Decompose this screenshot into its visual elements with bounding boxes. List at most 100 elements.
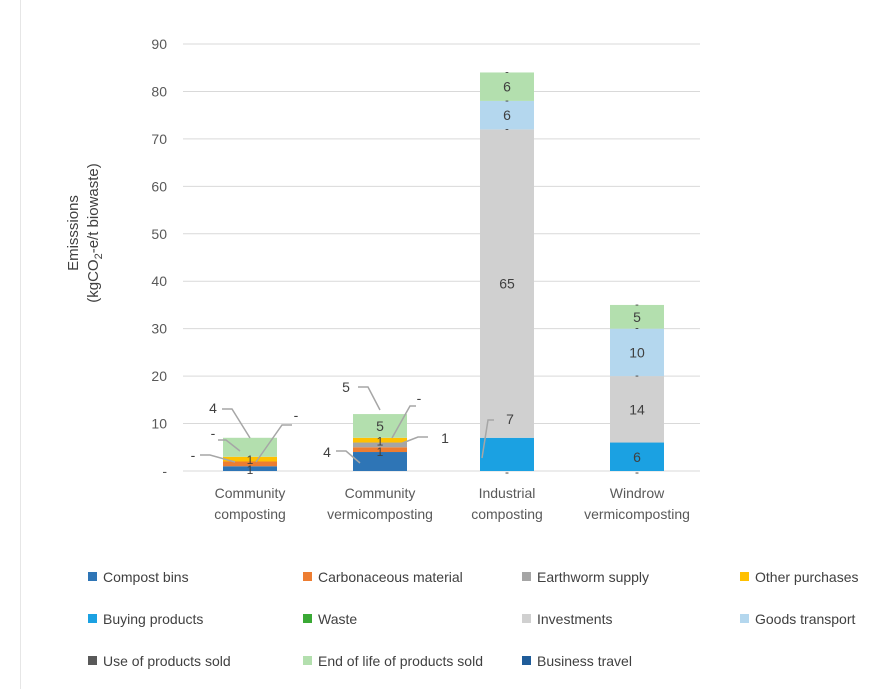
legend-item: Other purchases xyxy=(740,566,878,587)
annotation-label: 4 xyxy=(323,444,331,460)
legend-item: Use of products sold xyxy=(88,650,303,671)
y-tick-label: 50 xyxy=(151,226,167,242)
x-axis-ticks: Community composting Community vermicompost… xyxy=(214,485,690,522)
legend-swatch xyxy=(303,656,312,665)
bar-segment xyxy=(353,447,407,453)
legend-label: Carbonaceous material xyxy=(318,568,463,585)
y-tick-label: 80 xyxy=(151,83,167,99)
y-axis-unit-subscript: 2 xyxy=(93,253,105,259)
y-tick-label: 70 xyxy=(151,131,167,147)
bar-data-label: - xyxy=(635,299,639,311)
legend-swatch xyxy=(522,614,531,623)
legend-label: End of life of products sold xyxy=(318,652,483,669)
bar-segment xyxy=(610,304,664,329)
bar-data-label: - xyxy=(505,123,509,135)
annotation-label: 5 xyxy=(342,379,350,395)
legend-swatch xyxy=(303,572,312,581)
leader-line xyxy=(399,436,428,445)
frame-border xyxy=(20,0,21,689)
bar-segment xyxy=(353,452,407,471)
legend-item: Earthworm supply xyxy=(522,566,740,587)
leader-lines xyxy=(200,386,494,464)
bar-data-label: 6 xyxy=(503,79,511,95)
y-tick-label: 60 xyxy=(151,178,167,194)
leader-line xyxy=(358,386,381,411)
x-tick-label: Industrial xyxy=(479,485,536,501)
legend-swatch xyxy=(522,572,531,581)
legend-swatch xyxy=(740,614,749,623)
bar-segment xyxy=(353,442,407,448)
y-tick-label: 20 xyxy=(151,368,167,384)
legend-item: Business travel xyxy=(522,650,740,671)
legend-label: Other purchases xyxy=(755,568,859,585)
leader-line xyxy=(391,405,416,439)
annotation-label: - xyxy=(417,390,422,406)
bar-segment xyxy=(480,437,534,471)
legend-item: Goods transport xyxy=(740,608,878,629)
bar-segment xyxy=(480,100,534,130)
legend-label: Goods transport xyxy=(755,610,856,627)
legend-item: Carbonaceous material xyxy=(303,566,522,587)
legend-swatch xyxy=(88,572,97,581)
legend-label: Waste xyxy=(318,610,358,627)
bar-data-label: 5 xyxy=(376,418,384,434)
y-tick-label: 40 xyxy=(151,273,167,289)
leader-line xyxy=(255,424,292,463)
bar-data-label: 1 xyxy=(247,463,254,477)
bars xyxy=(223,72,664,471)
bar-segment xyxy=(610,442,664,471)
bar-segment xyxy=(480,72,534,101)
bar-data-label: 10 xyxy=(629,344,645,360)
y-tick-label: 30 xyxy=(151,321,167,337)
x-tick-label: Community xyxy=(345,485,416,501)
y-axis-unit-suffix: -e/t biowaste) xyxy=(85,163,102,253)
annotation-label: - xyxy=(211,425,216,441)
bar-data-label: 14 xyxy=(629,401,645,417)
legend-swatch xyxy=(88,656,97,665)
legend-swatch xyxy=(522,656,531,665)
bar-data-label: - xyxy=(635,465,639,479)
bar-segment xyxy=(353,414,407,438)
legend-item: End of life of products sold xyxy=(303,650,522,671)
y-tick-label: - xyxy=(162,463,167,479)
bar-data-label: - xyxy=(505,95,509,107)
leader-line xyxy=(218,439,241,452)
bar-segment xyxy=(610,376,664,443)
leader-line xyxy=(481,419,494,459)
bar-data-label: - xyxy=(505,66,509,78)
bar-segment xyxy=(480,129,534,438)
leader-line xyxy=(200,454,236,463)
legend-item: Waste xyxy=(303,608,522,629)
annotation-label: - xyxy=(191,447,196,463)
bar-segment xyxy=(353,437,407,443)
legend: Compost bins Carbonaceous material Earthwo… xyxy=(88,566,878,671)
bar-segment xyxy=(610,328,664,377)
legend-swatch xyxy=(88,614,97,623)
annotation-label: - xyxy=(294,407,299,423)
bar-data-label: 6 xyxy=(503,107,511,123)
y-axis-unit: (kgCO2-e/t biowaste) xyxy=(85,163,105,303)
bar-data-label: 1 xyxy=(377,435,384,449)
bar-data-label: - xyxy=(635,370,639,382)
bar-data-label: 5 xyxy=(633,309,641,325)
legend-label: Business travel xyxy=(537,652,632,669)
y-axis-unit-prefix: (kgCO xyxy=(85,259,102,302)
annotation-label: 1 xyxy=(441,430,449,446)
x-tick-label: composting xyxy=(471,506,543,522)
leader-line xyxy=(336,450,361,464)
legend-swatch xyxy=(740,572,749,581)
x-tick-label: composting xyxy=(214,506,286,522)
legend-label: Use of products sold xyxy=(103,652,231,669)
bar-segment xyxy=(223,466,277,471)
x-tick-label: Community xyxy=(215,485,286,501)
bar-data-label: 6 xyxy=(633,449,641,465)
y-tick-label: 90 xyxy=(151,36,167,52)
x-tick-label: vermicomposting xyxy=(327,506,433,522)
legend-item: Buying products xyxy=(88,608,303,629)
legend-label: Earthworm supply xyxy=(537,568,650,585)
legend-label: Buying products xyxy=(103,610,204,627)
leader-line xyxy=(222,408,251,439)
legend-swatch xyxy=(303,614,312,623)
